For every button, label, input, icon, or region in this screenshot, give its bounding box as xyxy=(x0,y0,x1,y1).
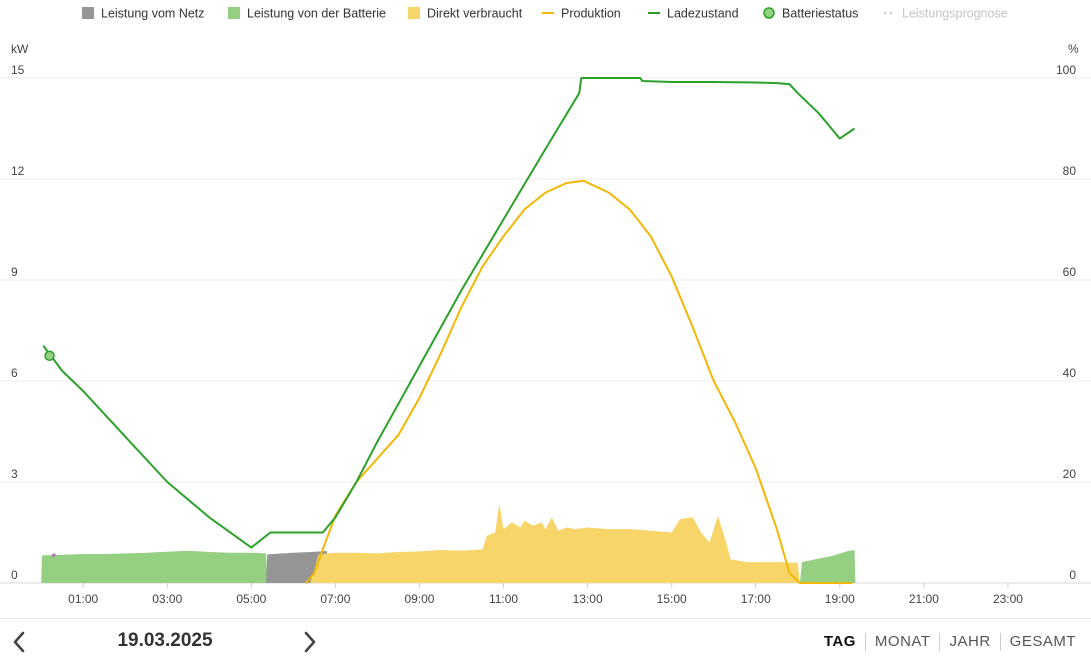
x-axis-tick-label: 23:00 xyxy=(993,592,1023,606)
tab-monat[interactable]: MONAT xyxy=(874,633,931,650)
y-axis-left-tick-label: 6 xyxy=(11,366,18,380)
legend-label-batteriestatus: Batteriestatus xyxy=(782,7,858,21)
y-axis-right-tick-label: 20 xyxy=(1063,467,1077,481)
y-axis-right-tick-label: 100 xyxy=(1056,63,1076,77)
legend-swatch-prognose xyxy=(883,11,887,15)
x-axis-tick-label: 09:00 xyxy=(404,592,434,606)
legend-label-ladezustand: Ladezustand xyxy=(667,7,739,21)
chart-markers xyxy=(44,350,56,558)
chevron-left-icon xyxy=(13,631,25,653)
legend-swatch-prognose xyxy=(889,11,893,15)
footer-divider xyxy=(0,618,1091,619)
series-batterie-area xyxy=(41,550,856,583)
x-axis-tick-label: 13:00 xyxy=(573,592,603,606)
tab-tag[interactable]: TAG xyxy=(823,633,856,650)
series-produktion-line xyxy=(305,179,853,584)
x-axis-tick-label: 17:00 xyxy=(741,592,771,606)
series-direkt-area xyxy=(310,503,800,583)
y-axis-right-tick-label: 40 xyxy=(1063,366,1077,380)
chart-areas xyxy=(41,503,856,583)
legend-item-prognose[interactable]: Leistungsprognose xyxy=(883,7,1008,21)
legend-swatch-batterie xyxy=(228,7,240,19)
energy-chart: Leistung vom Netz Leistung von der Batter… xyxy=(0,7,1091,606)
tab-separator xyxy=(939,633,941,651)
legend-swatch-netz xyxy=(82,7,94,19)
chart-lines xyxy=(42,77,856,584)
prev-day-button[interactable] xyxy=(8,628,32,656)
x-axis-tick-label: 15:00 xyxy=(657,592,687,606)
y-axis-right-tick-label: 80 xyxy=(1063,164,1077,178)
y-axis-left-tick-label: 15 xyxy=(11,63,25,77)
tab-separator xyxy=(999,633,1001,651)
legend-item-produktion[interactable]: Produktion xyxy=(542,7,621,21)
x-axis-tick-label: 07:00 xyxy=(320,592,350,606)
data-point-marker xyxy=(51,553,56,558)
chevron-right-icon xyxy=(304,631,316,653)
batteriestatus-point xyxy=(44,350,55,361)
current-date[interactable]: 19.03.2025 xyxy=(117,630,213,651)
tab-separator xyxy=(864,633,866,651)
x-axis-tick-label: 21:00 xyxy=(909,592,939,606)
legend-item-batterie[interactable]: Leistung von der Batterie xyxy=(228,7,386,21)
legend-item-direkt[interactable]: Direkt verbraucht xyxy=(408,7,523,21)
y-axis-right: % 0 20 40 60 80 100 xyxy=(1056,42,1079,582)
tab-gesamt[interactable]: GESAMT xyxy=(1009,633,1076,650)
x-axis-tick-label: 05:00 xyxy=(236,592,266,606)
chart-grid xyxy=(0,77,1091,584)
x-axis-tick-label: 19:00 xyxy=(825,592,855,606)
legend-swatch-direkt xyxy=(408,7,420,19)
legend-label-direkt: Direkt verbraucht xyxy=(427,7,523,21)
y-axis-left-tick-label: 3 xyxy=(11,467,18,481)
series-ladezustand-line xyxy=(42,77,856,549)
legend-item-netz[interactable]: Leistung vom Netz xyxy=(82,7,205,21)
y-axis-left-tick-label: 9 xyxy=(11,265,18,279)
legend-swatch-batteriestatus xyxy=(763,7,775,19)
y-axis-right-tick-label: 60 xyxy=(1063,265,1077,279)
legend-label-batterie: Leistung von der Batterie xyxy=(247,7,386,21)
legend-label-prognose: Leistungsprognose xyxy=(902,7,1008,21)
x-axis-tick-label: 11:00 xyxy=(489,592,518,606)
y-axis-left-tick-label: 0 xyxy=(11,568,18,582)
next-day-button[interactable] xyxy=(297,628,321,656)
y-axis-right-tick-label: 0 xyxy=(1069,568,1076,582)
period-tabs: TAG MONAT JAHR GESAMT xyxy=(815,633,1085,651)
footer-nav: 19.03.2025 TAG MONAT JAHR GESAMT xyxy=(0,619,1091,657)
legend-item-batteriestatus[interactable]: Batteriestatus xyxy=(763,7,858,21)
x-axis: 01:00 03:00 05:00 07:00 09:00 11:00 13:00 15:00… xyxy=(68,583,1023,606)
y-axis-left-tick-label: 12 xyxy=(11,164,25,178)
chart-legend: Leistung vom Netz Leistung von der Batter… xyxy=(82,7,1008,21)
tab-jahr[interactable]: JAHR xyxy=(949,633,991,650)
y-axis-left: kW 0 3 6 9 12 15 xyxy=(11,42,29,582)
y-axis-right-unit: % xyxy=(1068,42,1079,56)
legend-label-produktion: Produktion xyxy=(561,7,621,21)
legend-item-ladezustand[interactable]: Ladezustand xyxy=(648,7,739,21)
x-axis-tick-label: 01:00 xyxy=(68,592,98,606)
y-axis-left-unit: kW xyxy=(11,42,29,56)
x-axis-tick-label: 03:00 xyxy=(152,592,182,606)
legend-label-netz: Leistung vom Netz xyxy=(101,7,205,21)
